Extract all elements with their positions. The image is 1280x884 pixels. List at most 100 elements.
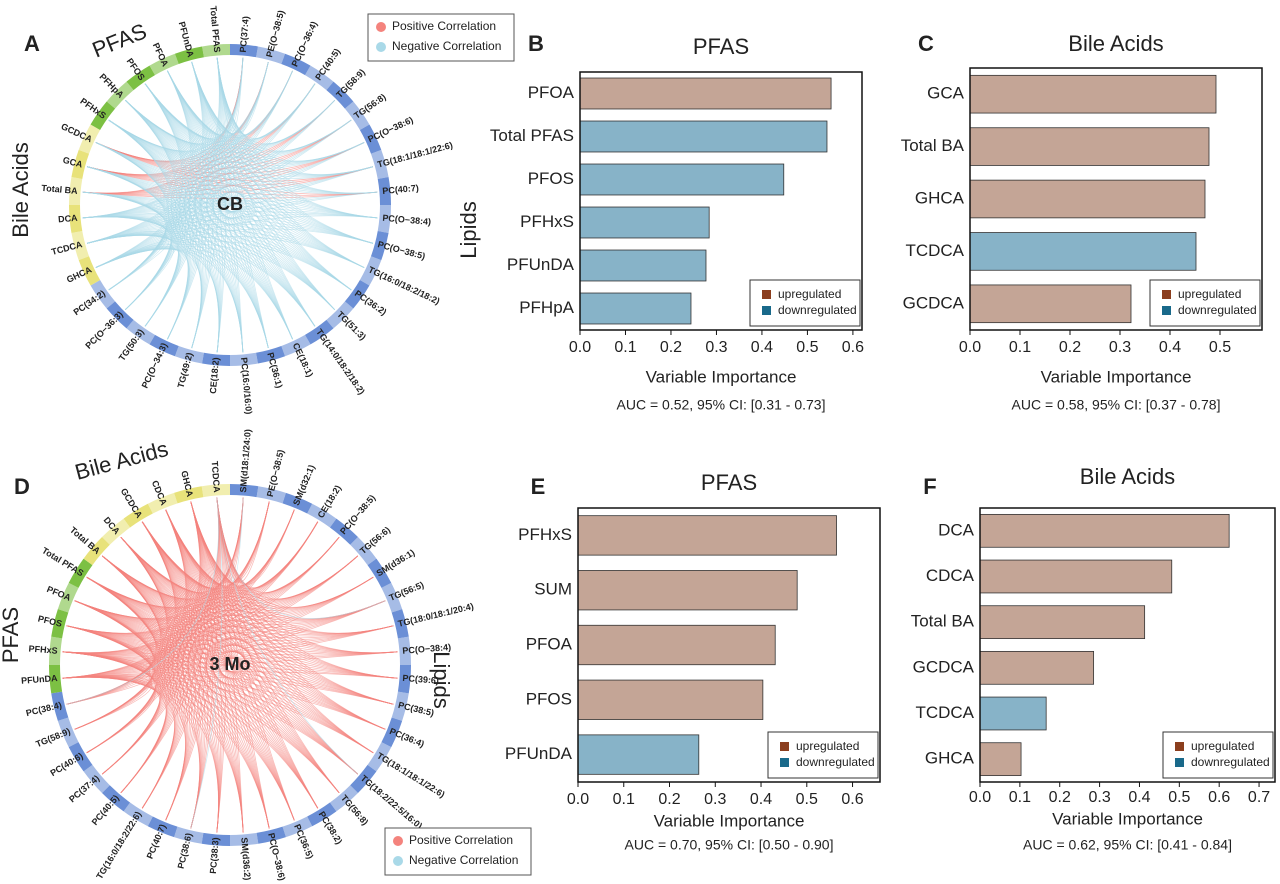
legend-marker [762,306,771,315]
node-arc [359,124,382,154]
bar [969,74,1217,114]
x-tick-label: 0.4 [751,339,773,356]
node-label: TG(18:0/18:1/20:4) [397,601,475,629]
node-arc [230,484,259,498]
link [190,501,319,590]
node-label: PC(O−38:5) [338,493,377,537]
plot-frame [577,507,881,783]
node-label: TG(50:3) [117,327,146,363]
node-arc [367,558,392,588]
auc-note: AUC = 0.62, 95% CI: [0.41 - 0.84] [1023,837,1232,853]
node-arc [69,177,83,205]
node-label: GCDCA [60,121,95,144]
legend-label: Positive Correlation [409,833,513,847]
legend-marker [393,836,403,846]
node-arc [391,691,409,721]
node-arc [344,101,370,130]
bar [979,605,1146,640]
node-arc [377,177,391,205]
node-arc [102,518,131,545]
x-tick-label: 0.0 [569,339,591,356]
legend-label: upregulated [1178,287,1241,301]
node-arc [78,256,101,286]
category-label: PFHxS [520,212,574,231]
node-label: PC(38:3) [208,837,221,874]
node-arc [149,53,179,76]
x-tick-label: 0.5 [796,339,818,356]
node-arc [359,256,382,286]
link [108,57,220,291]
node-arc [282,816,313,838]
node-label: PC(40:5) [90,793,121,827]
node-arc [397,636,411,665]
x-tick-label: 0.2 [1049,789,1071,806]
x-tick-label: 0.0 [567,791,589,808]
node-arc [174,345,204,364]
node-label: DCA [58,213,79,225]
bar [579,120,828,153]
x-tick-label: 0.3 [704,791,726,808]
node-label: Total BA [41,183,79,196]
category-label: CDCA [926,566,975,585]
node-arc [370,149,389,179]
legend-label: downregulated [796,755,875,769]
node-label: PC(40:7) [145,823,168,861]
legend-marker [1162,306,1171,315]
bar [979,559,1173,594]
node-arc [256,46,286,65]
node-arc [123,802,153,827]
node-arc [123,503,153,528]
link [191,61,316,140]
category-label: PFHpA [519,298,574,317]
node-arc [281,53,311,76]
legend-label: upregulated [778,287,841,301]
x-axis-label: Variable Importance [646,367,797,386]
category-label: TCDCA [915,703,974,722]
links [82,57,378,353]
panel-letter: E [531,474,546,499]
x-tick-label: 0.3 [705,339,727,356]
node-arc [102,785,131,812]
node-label: Total PFAS [208,5,222,53]
bar [579,292,692,325]
node-arc [307,802,337,827]
node-arc [78,124,101,154]
node-label: TG(58:9) [334,67,367,100]
x-tick-label: 0.5 [796,791,818,808]
bar [979,650,1095,685]
node-arc [83,537,110,566]
category-label: Total BA [901,136,965,155]
bar [969,284,1132,324]
node-label: TG(56:8) [352,92,388,121]
panel-letter: A [24,31,40,56]
node-label: SM(d36:2) [239,837,252,881]
node-label: PC(O−38:5) [377,239,427,261]
legend-box [749,279,861,327]
bar [579,206,710,239]
node-arc [49,636,63,665]
x-axis-label: Variable Importance [654,811,805,830]
plot-frame [969,67,1263,331]
x-tick-label: 0.5 [1209,339,1231,356]
node-label: PC(36:5) [292,823,315,861]
node-label: PC(40:5) [313,47,342,83]
legend-marker [780,758,789,767]
link [216,497,270,829]
x-tick-label: 0.3 [1109,339,1131,356]
node-arc [49,665,63,694]
node-arc [126,65,155,91]
node-arc [307,503,337,528]
panel-letter: B [528,31,544,56]
node-label: PE(O−38:5) [264,9,286,58]
bar [969,127,1210,166]
node-label: PC(40:7) [382,183,419,196]
node-arc [326,301,354,329]
x-tick-label: 0.5 [1168,789,1190,806]
legend-label: Negative Correlation [392,39,501,53]
auc-note: AUC = 0.52, 95% CI: [0.31 - 0.73] [617,397,826,413]
group-label: Lipids [429,651,454,708]
node-label: PC(O−38:6) [366,115,414,145]
category-label: GHCA [925,749,975,768]
bar [579,163,785,196]
